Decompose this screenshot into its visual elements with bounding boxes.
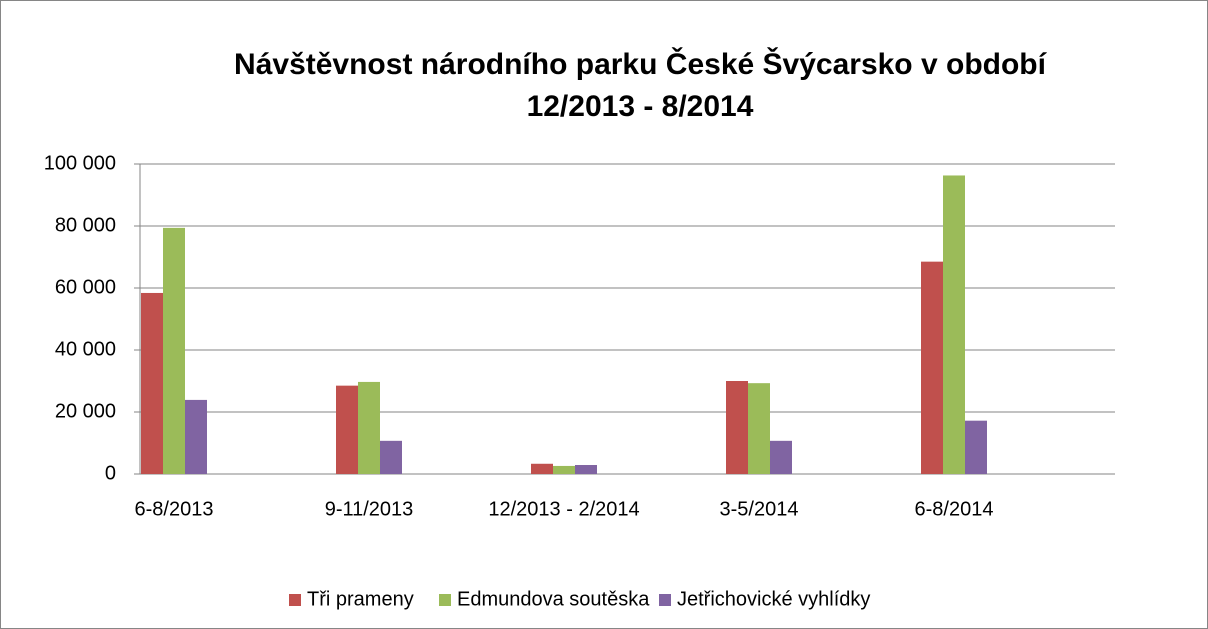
y-tick-label: 80 000 [55, 214, 116, 236]
bar [770, 440, 792, 474]
bar [358, 381, 380, 474]
x-tick-label: 3-5/2014 [720, 498, 799, 520]
x-tick-label: 6-8/2014 [915, 498, 994, 520]
bar [553, 465, 575, 474]
bar [748, 383, 770, 474]
x-tick-label: 12/2013 - 2/2014 [488, 498, 639, 520]
y-tick-label: 20 000 [55, 400, 116, 422]
legend-swatch [439, 594, 451, 606]
legend-label: Jetřichovické vyhlídky [677, 588, 870, 610]
bar [185, 399, 207, 474]
bar [726, 381, 748, 474]
y-tick-label: 0 [105, 462, 116, 484]
chart-title: 12/2013 - 8/2014 [527, 90, 754, 123]
bar [921, 261, 943, 474]
legend-label: Tři prameny [307, 588, 414, 610]
legend-swatch [659, 594, 671, 606]
bar [380, 440, 402, 474]
chart-title: Návštěvnost národního parku České Švýcar… [234, 47, 1048, 81]
y-tick-label: 60 000 [55, 276, 116, 298]
bar [965, 420, 987, 474]
y-tick-label: 40 000 [55, 338, 116, 360]
y-tick-label: 100 000 [44, 152, 116, 174]
bar [531, 463, 553, 474]
x-tick-label: 6-8/2013 [135, 498, 214, 520]
legend-swatch [289, 594, 301, 606]
legend-label: Edmundova soutěska [457, 588, 650, 610]
bar [575, 465, 597, 474]
bar [141, 292, 163, 474]
bar [336, 385, 358, 474]
x-tick-label: 9-11/2013 [325, 498, 414, 520]
bar [943, 175, 965, 474]
bar [163, 227, 185, 474]
